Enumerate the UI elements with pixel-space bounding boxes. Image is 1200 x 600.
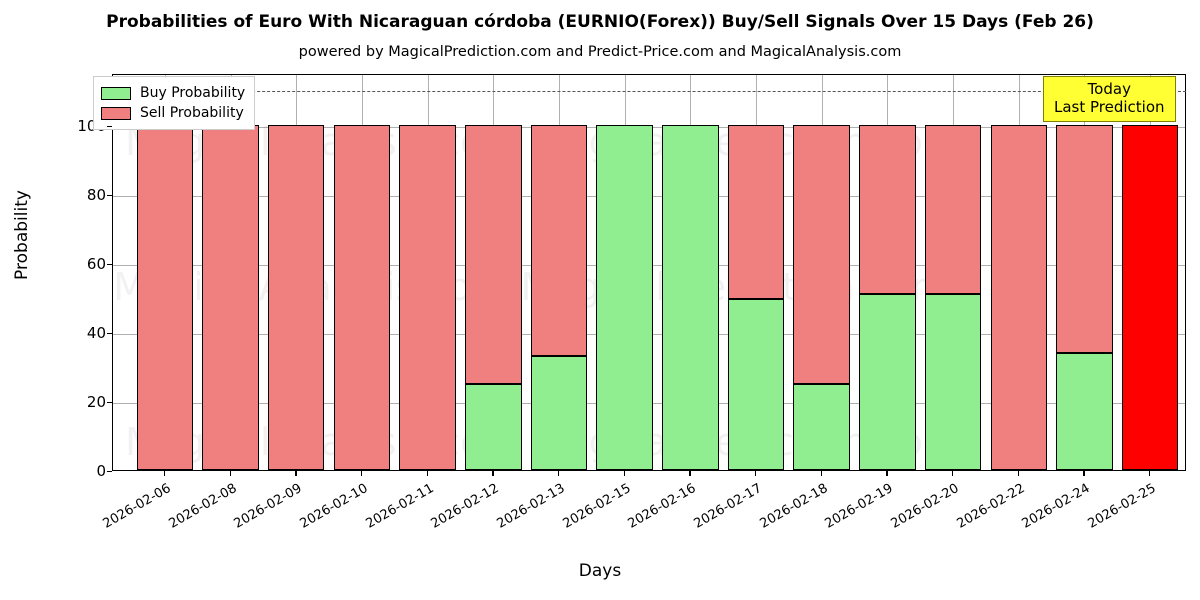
bar-segment-buy[interactable]: [530, 356, 588, 470]
bar-segment-buy[interactable]: [727, 299, 785, 470]
bar-segment-buy[interactable]: [662, 124, 719, 470]
bar-segment-sell[interactable]: [530, 124, 588, 357]
x-tick-mark: [1083, 471, 1085, 476]
x-tick-mark: [1017, 471, 1020, 476]
today-annotation-line2: Last Prediction: [1054, 97, 1165, 116]
y-tick-mark: [107, 125, 112, 128]
bar-segment-sell[interactable]: [1056, 124, 1113, 353]
bar-segment-sell[interactable]: [727, 124, 785, 300]
y-tick-mark: [107, 471, 112, 473]
bar-segment-today[interactable]: [1121, 124, 1179, 470]
bar-group[interactable]: [465, 75, 522, 470]
x-tick-mark: [689, 471, 691, 476]
legend-item-buy[interactable]: Buy Probability: [101, 83, 245, 103]
legend-label-buy: Buy Probability: [140, 85, 246, 101]
x-tick-mark: [163, 471, 166, 476]
x-tick-mark: [426, 471, 428, 476]
legend-swatch-buy-icon: [101, 86, 131, 100]
bar-segment-sell[interactable]: [333, 124, 391, 470]
x-tick-mark: [492, 471, 494, 476]
x-axis-label: Days: [578, 561, 622, 581]
legend-swatch-sell-icon: [101, 106, 131, 120]
bars-layer: [113, 75, 1185, 470]
bar-group[interactable]: [202, 75, 259, 470]
y-tick-label: 0: [96, 462, 106, 480]
legend-label-sell: Sell Probability: [140, 105, 244, 121]
legend: Buy Probability Sell Probability: [93, 76, 256, 130]
y-tick-mark: [107, 332, 112, 335]
y-tick-label: 60: [86, 254, 106, 273]
bar-segment-buy[interactable]: [1056, 352, 1113, 470]
y-tick-mark: [107, 263, 112, 266]
x-tick-mark: [295, 471, 297, 476]
bar-segment-buy[interactable]: [465, 383, 522, 470]
x-tick-mark: [952, 471, 954, 476]
page-title: Probabilities of Euro With Nicaraguan có…: [106, 12, 1094, 32]
bar-segment-sell[interactable]: [267, 124, 325, 470]
today-annotation-line1: Today: [1087, 80, 1131, 98]
bar-group[interactable]: [399, 75, 456, 470]
y-tick-mark: [107, 401, 112, 404]
bar-segment-sell[interactable]: [859, 124, 916, 294]
bar-segment-sell[interactable]: [202, 124, 259, 470]
y-tick-label: 40: [86, 323, 106, 342]
bar-group[interactable]: [727, 75, 785, 470]
y-axis-ticks: 0 20 40 60 80 100: [56, 74, 106, 480]
bar-segment-buy[interactable]: [793, 383, 850, 470]
y-tick-label: 80: [86, 185, 106, 204]
bar-segment-sell[interactable]: [136, 124, 194, 470]
bar-group[interactable]: [333, 75, 391, 470]
x-tick-mark: [557, 471, 560, 476]
bar-segment-sell[interactable]: [399, 124, 456, 470]
x-tick-mark: [755, 471, 757, 476]
bar-segment-buy[interactable]: [596, 124, 653, 470]
plot-area: MagicalAnalysis.com MagicalPrediction.co…: [112, 74, 1186, 471]
x-tick-mark: [360, 471, 363, 476]
x-tick-mark: [623, 471, 625, 476]
bar-group[interactable]: [924, 75, 982, 470]
bar-segment-sell[interactable]: [793, 124, 850, 384]
bar-group[interactable]: [859, 75, 916, 470]
bar-segment-sell[interactable]: [990, 124, 1048, 470]
chart-subtitle: powered by MagicalPrediction.com and Pre…: [298, 44, 902, 60]
x-tick-mark: [820, 471, 823, 476]
bar-group[interactable]: [1121, 75, 1179, 470]
y-tick-label: 20: [86, 392, 106, 411]
x-tick-mark: [229, 471, 231, 476]
x-tick-mark: [886, 471, 888, 476]
bar-group[interactable]: [596, 75, 653, 470]
bar-group[interactable]: [662, 75, 719, 470]
bar-group[interactable]: [136, 75, 194, 470]
bar-segment-buy[interactable]: [859, 293, 916, 470]
y-tick-mark: [107, 194, 112, 197]
bar-segment-sell[interactable]: [924, 124, 982, 294]
bar-group[interactable]: [990, 75, 1048, 470]
threshold-dashed-line: [112, 91, 1186, 93]
bar-group[interactable]: [1056, 75, 1113, 470]
bar-group[interactable]: [267, 75, 325, 470]
bar-segment-sell[interactable]: [465, 124, 522, 384]
today-last-prediction-annotation: Today Last Prediction: [1043, 76, 1176, 123]
bar-group[interactable]: [530, 75, 588, 470]
x-tick-mark: [1149, 471, 1151, 476]
legend-item-sell[interactable]: Sell Probability: [101, 103, 245, 123]
bar-group[interactable]: [793, 75, 850, 470]
y-axis-label: Probability: [12, 190, 32, 280]
bar-segment-buy[interactable]: [924, 293, 982, 470]
